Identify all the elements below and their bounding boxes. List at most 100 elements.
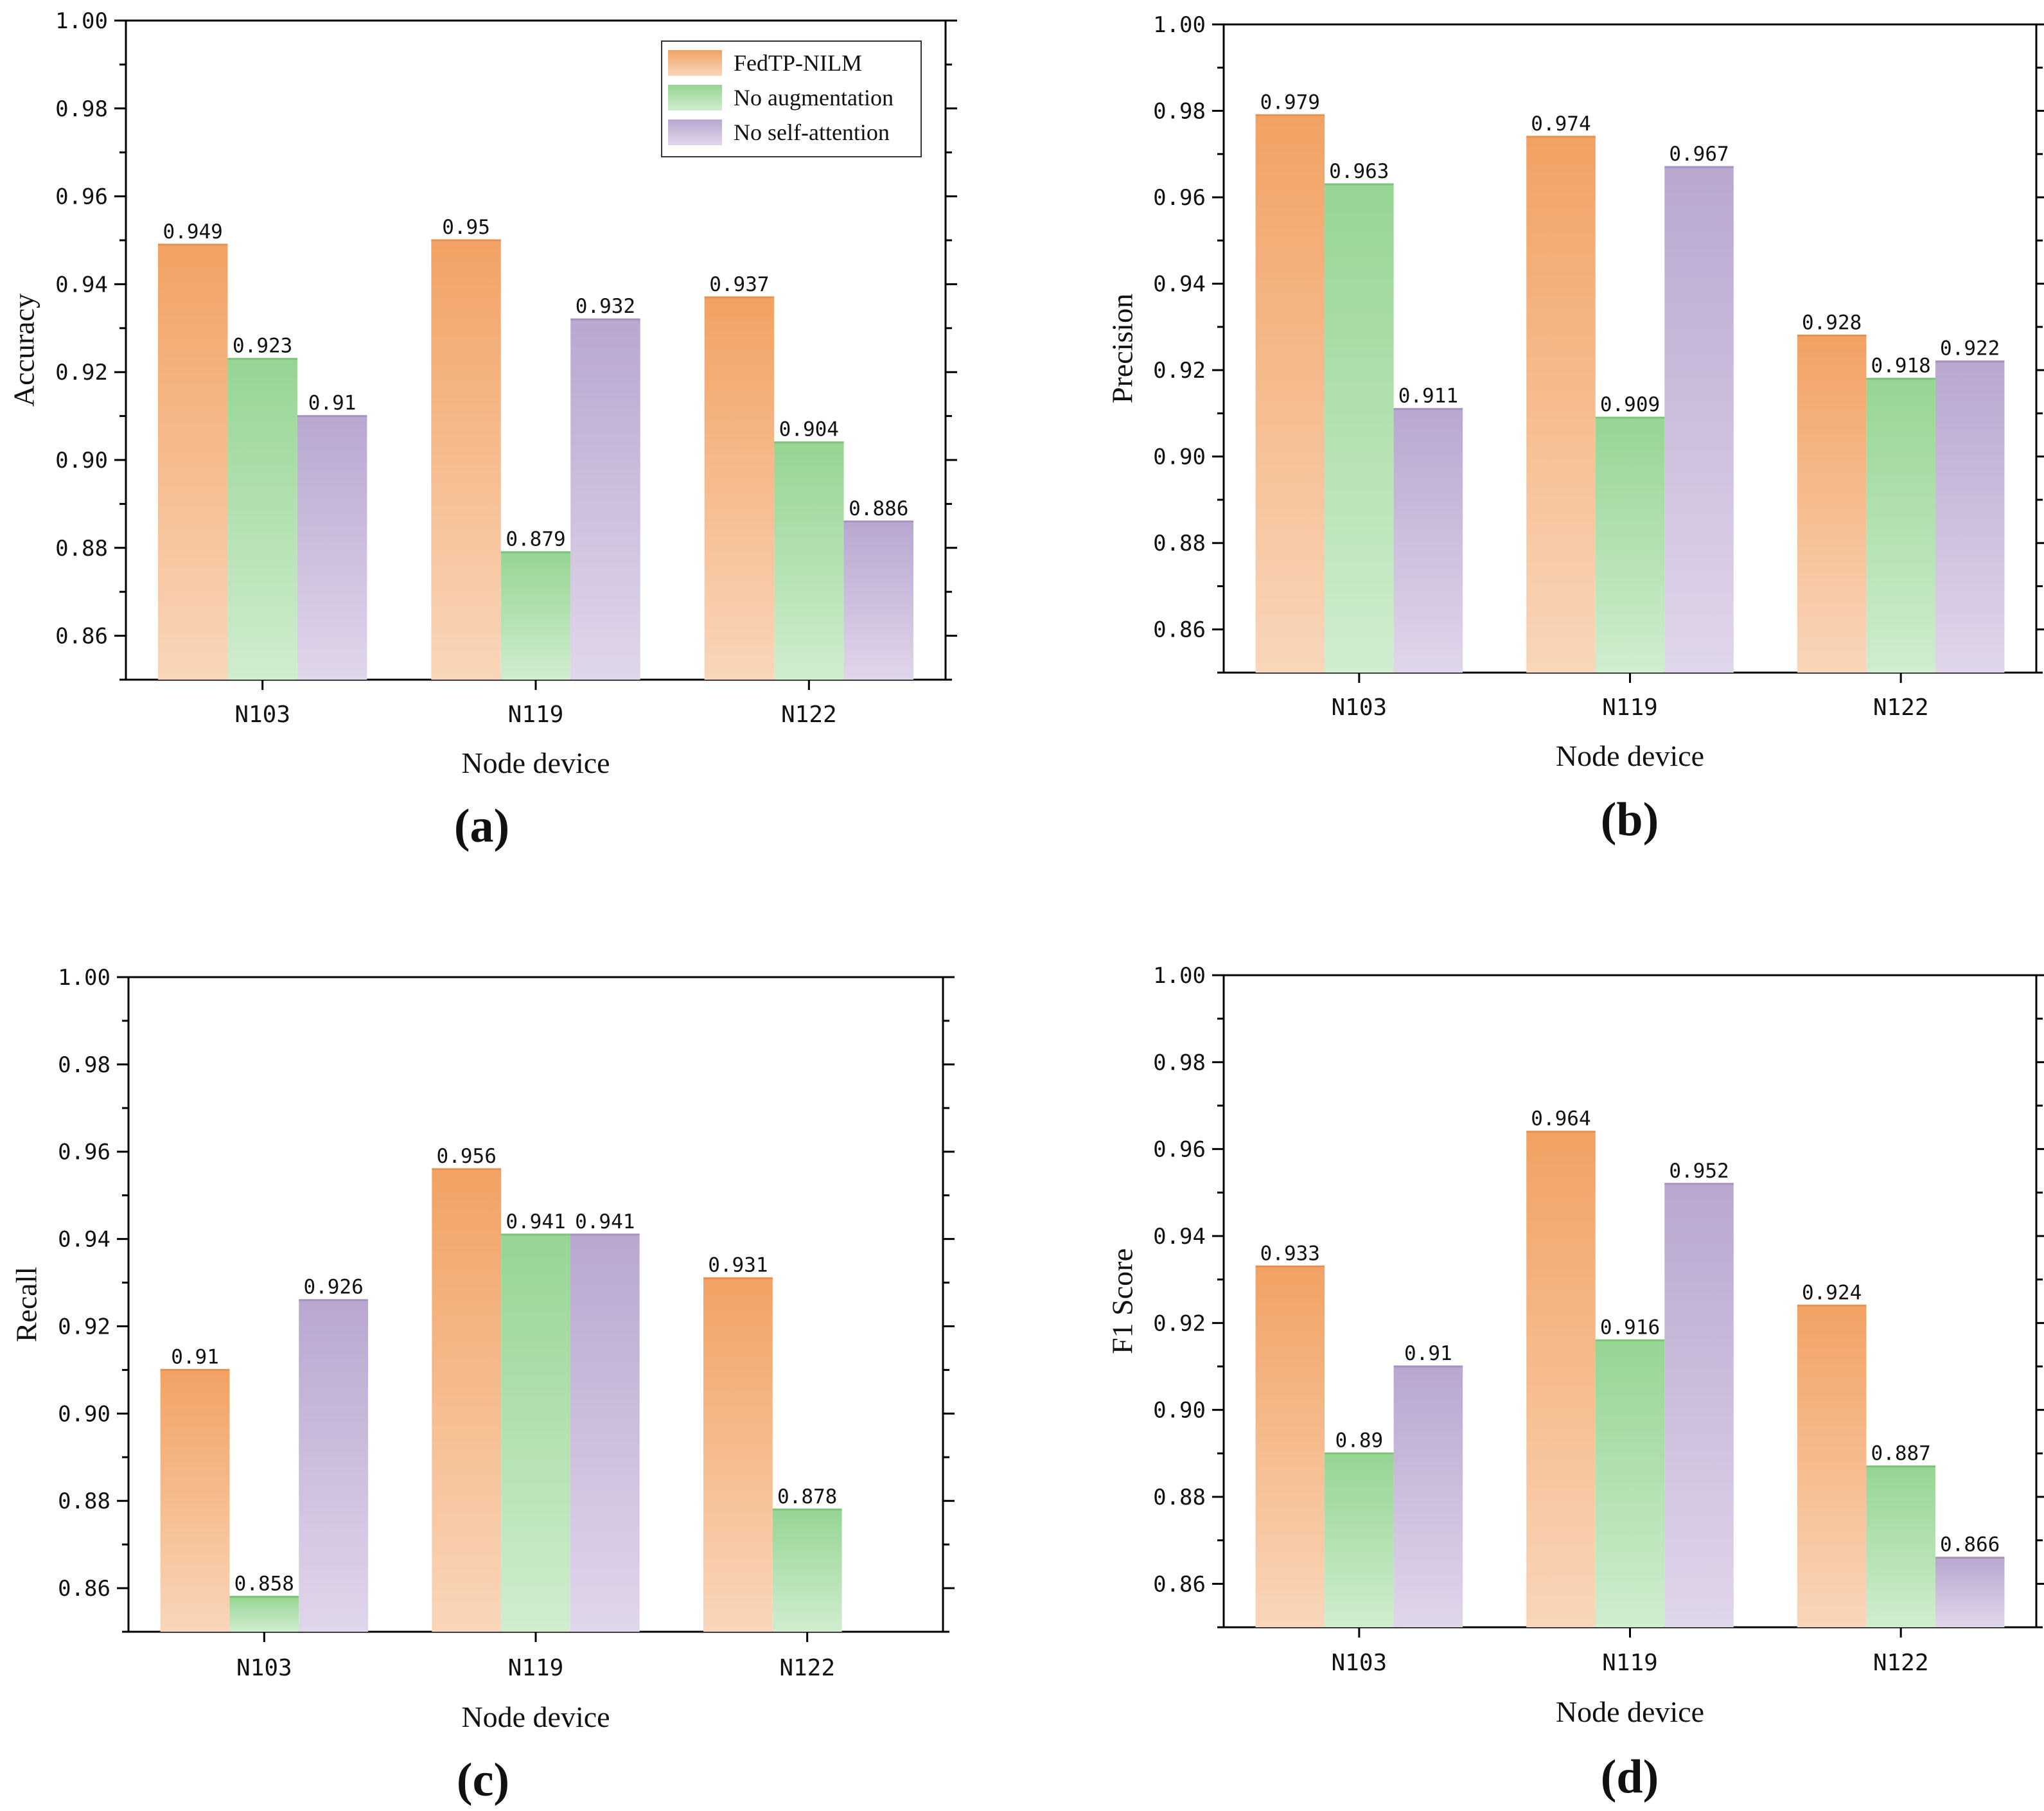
chart-panel-1: 0.86 0.88 0.90 0.92 0.94 0.96 0.98 1.00 N103 N119…	[8, 8, 957, 852]
x-axis-title: Node device	[1556, 739, 1704, 772]
bar-fedtp-nilm-n119	[1526, 1131, 1596, 1627]
bar-fedtp-nilm-n103	[1255, 115, 1325, 673]
x-tick-label-n122: N122	[1873, 1650, 1929, 1676]
bar-fedtp-nilm-n122	[1797, 1305, 1867, 1627]
x-tick-label-n119: N119	[1602, 1650, 1658, 1676]
bar-no-self-attention-n122	[1935, 361, 2005, 673]
data-label: 0.911	[1398, 385, 1458, 408]
y-axis-title: F1 Score	[1106, 1248, 1139, 1354]
bar-no-self-attention-n103	[297, 416, 367, 680]
data-label: 0.932	[576, 295, 635, 318]
bar-no-self-attention-n119	[1664, 1183, 1734, 1627]
data-label: 0.879	[506, 528, 565, 551]
bar-fedtp-nilm-n103	[157, 244, 228, 680]
y-tick-label: 0.96	[55, 184, 108, 210]
y-tick-label: 0.92	[1153, 358, 1206, 384]
bar-no-augmentation-n119	[501, 1234, 570, 1632]
panel-label: (b)	[1601, 793, 1659, 846]
bar-no-augmentation-n119	[1595, 1340, 1665, 1627]
x-tick-label-n122: N122	[779, 1655, 835, 1681]
bar-fedtp-nilm-n122	[1797, 335, 1867, 673]
data-label: 0.858	[234, 1573, 294, 1596]
y-tick-label: 0.88	[58, 1489, 110, 1514]
y-tick-label: 0.96	[1153, 185, 1206, 211]
x-tick-label-n119: N119	[508, 1655, 564, 1681]
data-label: 0.956	[437, 1145, 497, 1168]
y-tick-label: 0.98	[58, 1052, 110, 1078]
data-label: 0.941	[575, 1210, 635, 1233]
bar-no-augmentation-n122	[1866, 1466, 1935, 1627]
y-tick-label: 0.98	[1153, 1050, 1206, 1075]
bar-no-augmentation-n103	[227, 358, 297, 680]
data-label: 0.91	[1404, 1342, 1452, 1365]
data-label: 0.967	[1669, 143, 1729, 166]
legend: FedTP-NILM No augmentation No self-attenti…	[661, 40, 922, 157]
data-label: 0.923	[233, 335, 292, 358]
bar-no-self-attention-n122	[843, 521, 914, 680]
y-tick-label: 0.86	[1153, 1571, 1206, 1597]
data-label: 0.979	[1260, 91, 1320, 114]
bar-fedtp-nilm-n119	[432, 1169, 502, 1632]
data-label: 0.904	[779, 418, 839, 441]
y-tick-label: 0.96	[58, 1140, 110, 1165]
legend-swatch-no-self-attention	[668, 119, 722, 145]
data-label: 0.952	[1669, 1160, 1729, 1183]
bar-no-augmentation-n122	[1866, 378, 1935, 673]
data-label: 0.937	[709, 273, 769, 296]
bar-no-self-attention-n119	[570, 1234, 640, 1632]
bar-fedtp-nilm-n119	[1526, 136, 1596, 673]
x-tick-label-n103: N103	[234, 702, 290, 728]
y-tick-label: 0.90	[55, 448, 108, 473]
y-tick-label: 0.88	[1153, 1485, 1206, 1510]
data-label: 0.941	[506, 1210, 565, 1233]
y-tick-label: 0.88	[1153, 531, 1206, 556]
y-axis-title: Precision	[1106, 294, 1139, 403]
x-axis-title: Node device	[461, 746, 610, 779]
y-tick-label: 0.92	[58, 1314, 110, 1339]
legend-label: No augmentation	[734, 85, 894, 110]
data-label: 0.878	[777, 1485, 837, 1508]
legend-swatch-fedtp-nilm	[668, 50, 722, 76]
data-label: 0.91	[308, 392, 357, 415]
x-tick-label-n119: N119	[508, 702, 564, 728]
legend-swatch-no-augmentation	[668, 85, 722, 110]
y-tick-label: 0.86	[1153, 617, 1206, 643]
y-tick-label: 0.86	[58, 1576, 110, 1602]
data-label: 0.916	[1600, 1316, 1660, 1339]
data-label: 0.89	[1335, 1429, 1384, 1452]
bar-fedtp-nilm-n103	[1255, 1266, 1325, 1627]
bar-fedtp-nilm-n103	[160, 1370, 230, 1632]
y-tick-label: 1.00	[1153, 12, 1206, 38]
y-tick-label: 0.92	[1153, 1311, 1206, 1336]
data-label: 0.974	[1531, 112, 1590, 136]
data-label: 0.963	[1329, 160, 1389, 183]
x-axis-title: Node device	[461, 1701, 610, 1733]
data-label: 0.931	[708, 1254, 768, 1277]
data-label: 0.933	[1260, 1242, 1320, 1265]
bar-no-augmentation-n103	[1325, 1453, 1394, 1627]
bar-no-augmentation-n119	[500, 552, 571, 680]
bar-no-augmentation-n119	[1595, 418, 1665, 673]
x-tick-label-n122: N122	[1873, 694, 1929, 721]
y-tick-label: 0.94	[55, 272, 108, 297]
x-tick-label-n122: N122	[781, 702, 837, 728]
data-label: 0.928	[1802, 311, 1862, 334]
bar-no-augmentation-n122	[772, 1509, 842, 1632]
panel-label: (d)	[1601, 1751, 1659, 1803]
y-tick-label: 0.86	[55, 624, 108, 649]
y-tick-label: 0.90	[1153, 1398, 1206, 1424]
data-label: 0.866	[1940, 1533, 2000, 1557]
y-axis-title: Accuracy	[8, 294, 40, 407]
data-label: 0.91	[171, 1345, 219, 1368]
y-tick-label: 0.94	[1153, 272, 1206, 297]
y-axis-title: Recall	[10, 1267, 43, 1343]
bar-no-self-attention-n103	[1393, 1366, 1463, 1627]
bar-no-augmentation-n103	[1325, 184, 1394, 673]
bar-no-augmentation-n122	[774, 442, 844, 680]
chart-panel-4: 0.86 0.88 0.90 0.92 0.94 0.96 0.98 1.00 N103 N119…	[1106, 963, 2044, 1803]
data-label: 0.924	[1802, 1281, 1862, 1304]
y-tick-label: 1.00	[1153, 963, 1206, 989]
bar-fedtp-nilm-n122	[704, 297, 775, 680]
bar-no-augmentation-n103	[229, 1596, 299, 1632]
